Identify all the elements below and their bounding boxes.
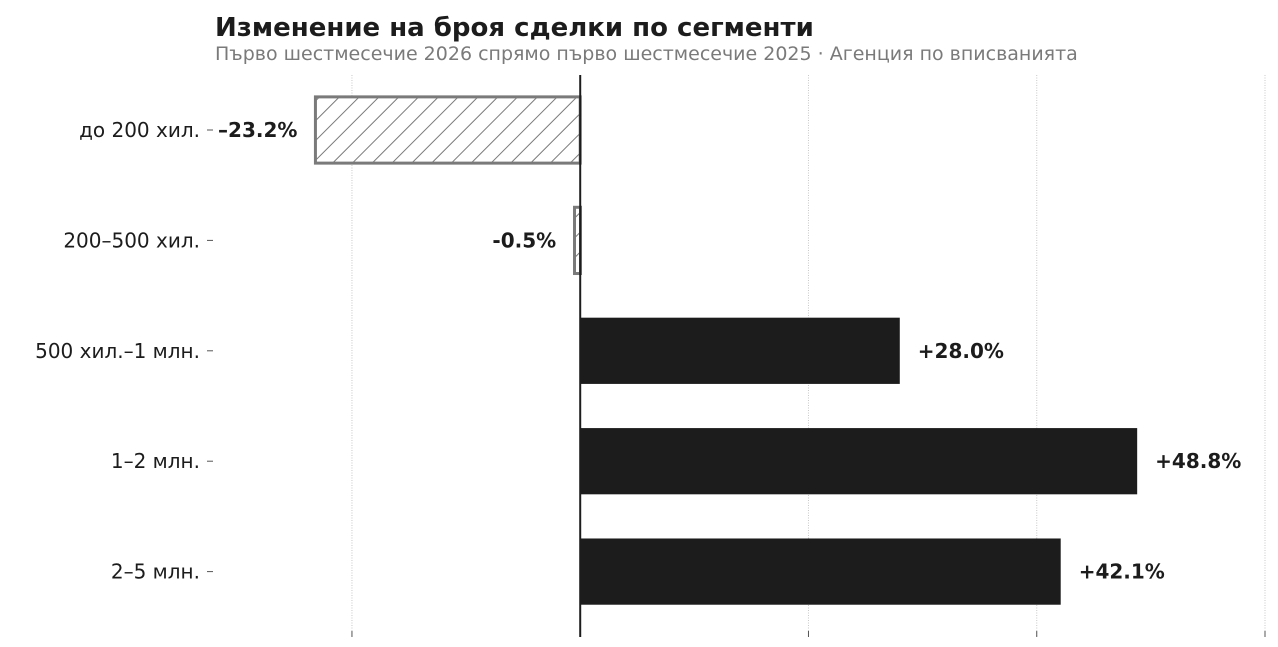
category-labels: до 200 хил. 200–500 хил. 500 хил.–1 млн. 1–… [35,118,213,584]
value-label: +42.1% [1079,560,1165,584]
bar-positive [580,428,1138,495]
value-label: –23.2% [218,118,297,142]
category-label: 2–5 млн. [111,560,200,584]
chart-subtitle: Първо шестмесечие 2026 спрямо първо шест… [215,43,1078,65]
bar-positive [580,317,900,384]
value-label: +28.0% [918,339,1004,363]
category-label: 500 хил.–1 млн. [35,339,200,363]
bar-negative [313,95,582,165]
category-label: 1–2 млн. [111,449,200,473]
value-label: +48.8% [1155,449,1241,473]
bars [313,95,1138,605]
category-label: до 200 хил. [79,118,200,142]
value-label: -0.5% [492,228,556,252]
bar-positive [580,538,1061,605]
chart-title: Изменение на броя сделки по сегменти [215,13,814,43]
value-labels: –23.2% -0.5% +28.0% +48.8% +42.1% [218,118,1241,584]
category-label: 200–500 хил. [63,228,200,252]
